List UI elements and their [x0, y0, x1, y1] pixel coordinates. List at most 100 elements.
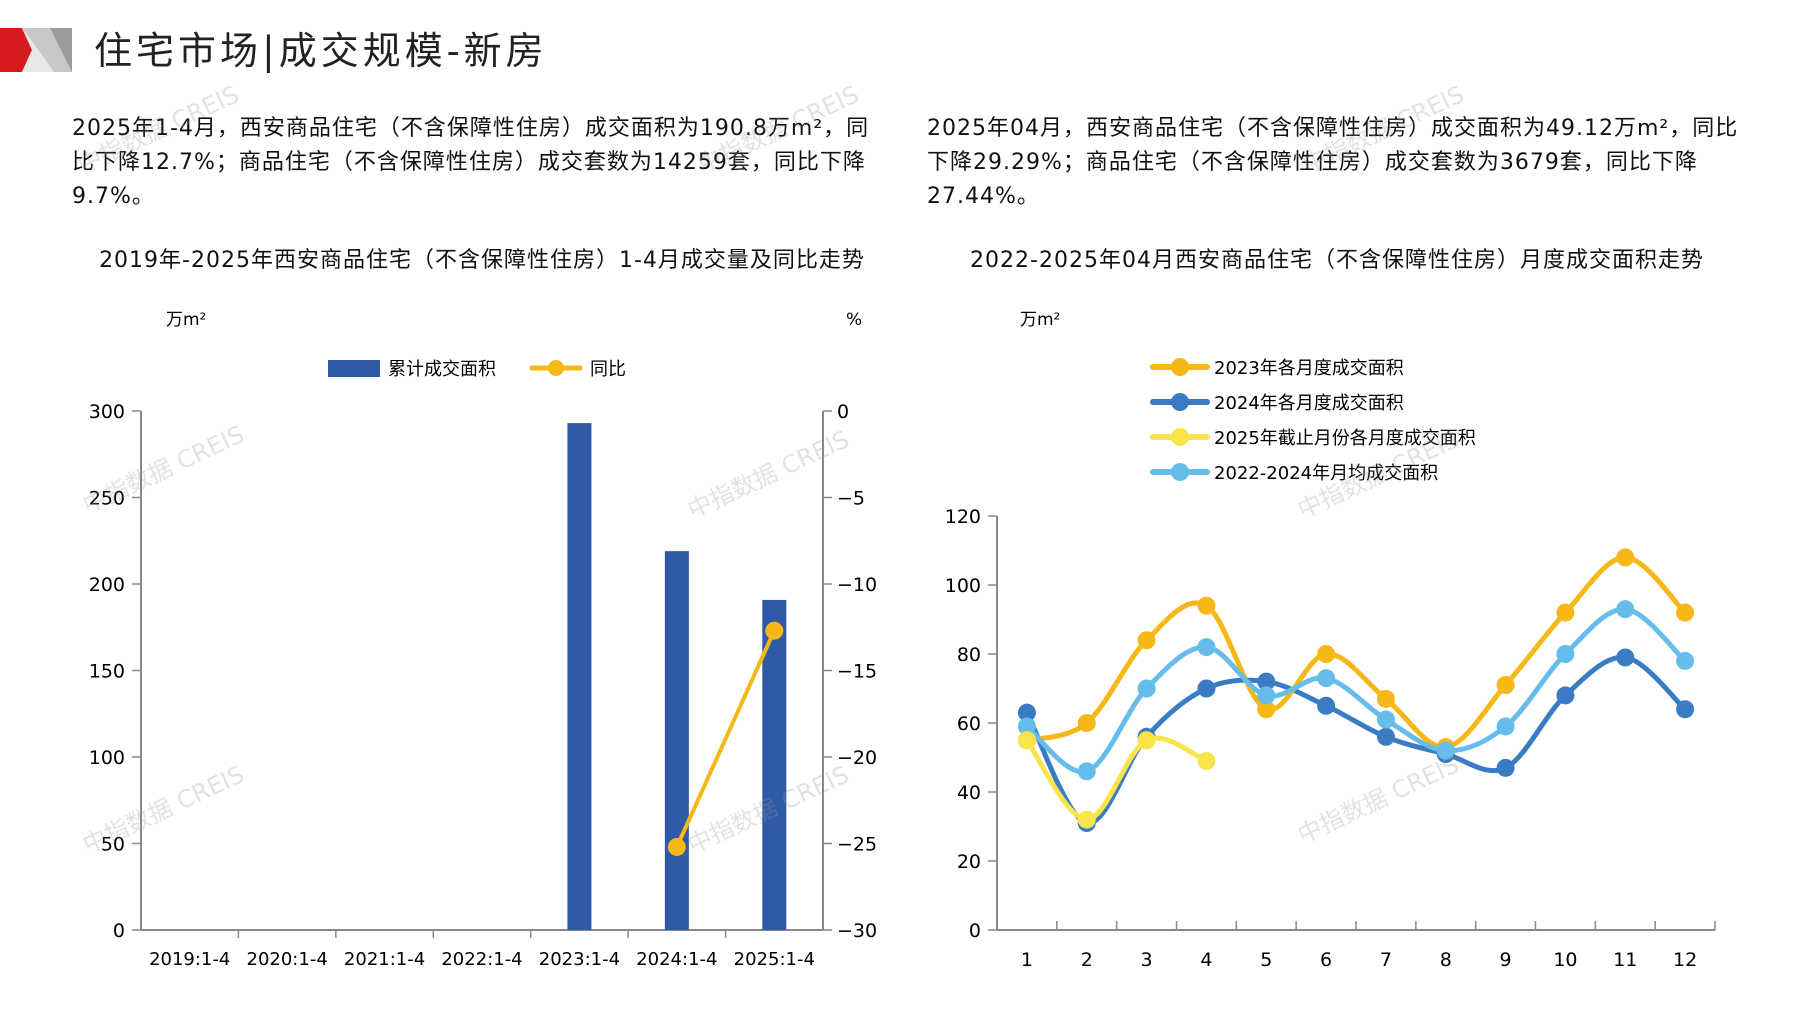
series-point: [1197, 751, 1216, 770]
x-tick-label: 10: [1553, 949, 1577, 971]
y2-tick-label: 0: [837, 401, 849, 423]
left-y-unit: 万m²: [166, 310, 206, 330]
series-point: [1197, 638, 1216, 657]
bar: [762, 599, 787, 930]
y2-tick-label: −20: [837, 747, 877, 769]
page-title: 住宅市场|成交规模-新房: [94, 29, 548, 73]
series-point: [1556, 645, 1575, 663]
legend-bar-swatch: [328, 360, 380, 377]
legend-label: 同比: [590, 359, 626, 380]
series-point: [1077, 810, 1096, 829]
right-chart-title: 2022-2025年04月西安商品住宅（不含保障性住房）月度成交面积走势: [970, 248, 1704, 273]
legend-label: 2025年截止月份各月度成交面积: [1214, 428, 1476, 449]
right-y-unit: %: [846, 310, 862, 330]
series-point: [1077, 762, 1096, 781]
y2-tick-label: −25: [837, 834, 877, 856]
x-tick-label: 1: [1021, 949, 1033, 971]
y-tick-label: 200: [89, 574, 125, 596]
y-tick-label: 300: [89, 401, 125, 423]
left-chart-title: 2019年-2025年西安商品住宅（不含保障性住房）1-4月成交量及同比走势: [99, 248, 865, 273]
brand-logo: [0, 28, 72, 72]
series-point: [1676, 651, 1695, 670]
series-line: [1025, 606, 1687, 775]
series-point: [1556, 686, 1575, 705]
legend-label: 2023年各月度成交面积: [1214, 358, 1404, 379]
series-point: [1077, 714, 1096, 732]
y-tick-label: 120: [945, 506, 981, 528]
series-point: [1436, 741, 1455, 760]
legend-marker: [548, 360, 564, 376]
x-tick-label: 7: [1380, 949, 1392, 971]
series-point: [1137, 631, 1156, 650]
series-point: [1616, 548, 1635, 567]
y-tick-label: 20: [957, 851, 981, 873]
series-point: [1376, 689, 1395, 708]
series-point: [1496, 758, 1515, 777]
series-point: [1616, 648, 1635, 667]
bar: [567, 423, 592, 930]
y-tick-label: 50: [101, 834, 125, 856]
x-tick-label: 4: [1200, 949, 1212, 971]
yoy-line: [675, 629, 777, 848]
legend-label: 累计成交面积: [388, 359, 496, 380]
series-point: [1376, 727, 1395, 746]
y-tick-label: 60: [957, 713, 981, 735]
series-point: [1317, 645, 1336, 663]
y2-tick-label: −10: [837, 574, 877, 596]
x-tick-label: 2022:1-4: [441, 949, 522, 970]
x-tick-label: 8: [1440, 949, 1452, 971]
series-point: [1376, 710, 1395, 729]
legend-marker: [1171, 463, 1189, 481]
x-tick-label: 11: [1613, 949, 1637, 971]
legend-marker: [1171, 393, 1189, 411]
series-point: [1676, 603, 1695, 622]
x-tick-label: 9: [1500, 949, 1512, 971]
bar: [664, 551, 689, 930]
legend-marker: [1171, 428, 1189, 446]
x-tick-label: 5: [1260, 949, 1272, 971]
right-summary: 2025年04月，西安商品住宅（不含保障性住房）成交面积为49.12万m²，同比…: [927, 116, 1739, 209]
y2-tick-label: −15: [837, 661, 877, 683]
x-tick-label: 12: [1673, 949, 1697, 971]
yoy-point: [765, 621, 784, 640]
y-tick-label: 0: [113, 920, 125, 942]
series-line: [1024, 735, 1208, 823]
series-point: [1317, 669, 1336, 688]
left-summary: 2025年1-4月，西安商品住宅（不含保障性住房）成交面积为190.8万m²，同…: [72, 116, 870, 209]
y2-tick-label: −5: [837, 488, 865, 510]
series-point: [1257, 672, 1276, 691]
x-tick-label: 2025:1-4: [734, 949, 815, 970]
series-point: [1257, 700, 1276, 719]
yoy-point: [667, 837, 686, 856]
series-point: [1496, 676, 1515, 695]
x-tick-label: 2023:1-4: [539, 949, 620, 970]
x-tick-label: 6: [1320, 949, 1332, 971]
series-point: [1317, 696, 1336, 715]
series-point: [1676, 700, 1695, 719]
y-tick-label: 80: [957, 644, 981, 666]
x-tick-label: 2024:1-4: [636, 949, 717, 970]
x-tick-label: 2: [1081, 949, 1093, 971]
y-tick-label: 150: [89, 661, 125, 683]
series-point: [1197, 679, 1216, 698]
series-point: [1197, 596, 1216, 615]
y-tick-label: 0: [969, 920, 981, 942]
y2-tick-label: −30: [837, 920, 877, 942]
series-point: [1556, 603, 1575, 622]
x-tick-label: 2021:1-4: [344, 949, 425, 970]
y-tick-label: 100: [89, 747, 125, 769]
series-line: [1024, 654, 1687, 826]
x-tick-label: 3: [1141, 949, 1153, 971]
x-tick-label: 2020:1-4: [247, 949, 328, 970]
series-point: [1017, 717, 1036, 736]
series-point: [1496, 717, 1515, 736]
series-point: [1017, 703, 1036, 722]
y-tick-label: 100: [945, 575, 981, 597]
series-point: [1017, 731, 1036, 750]
series-point: [1616, 600, 1635, 619]
y-tick-label: 250: [89, 488, 125, 510]
y-tick-label: 40: [957, 782, 981, 804]
y-unit: 万m²: [1020, 310, 1060, 330]
legend-marker: [1171, 358, 1189, 376]
